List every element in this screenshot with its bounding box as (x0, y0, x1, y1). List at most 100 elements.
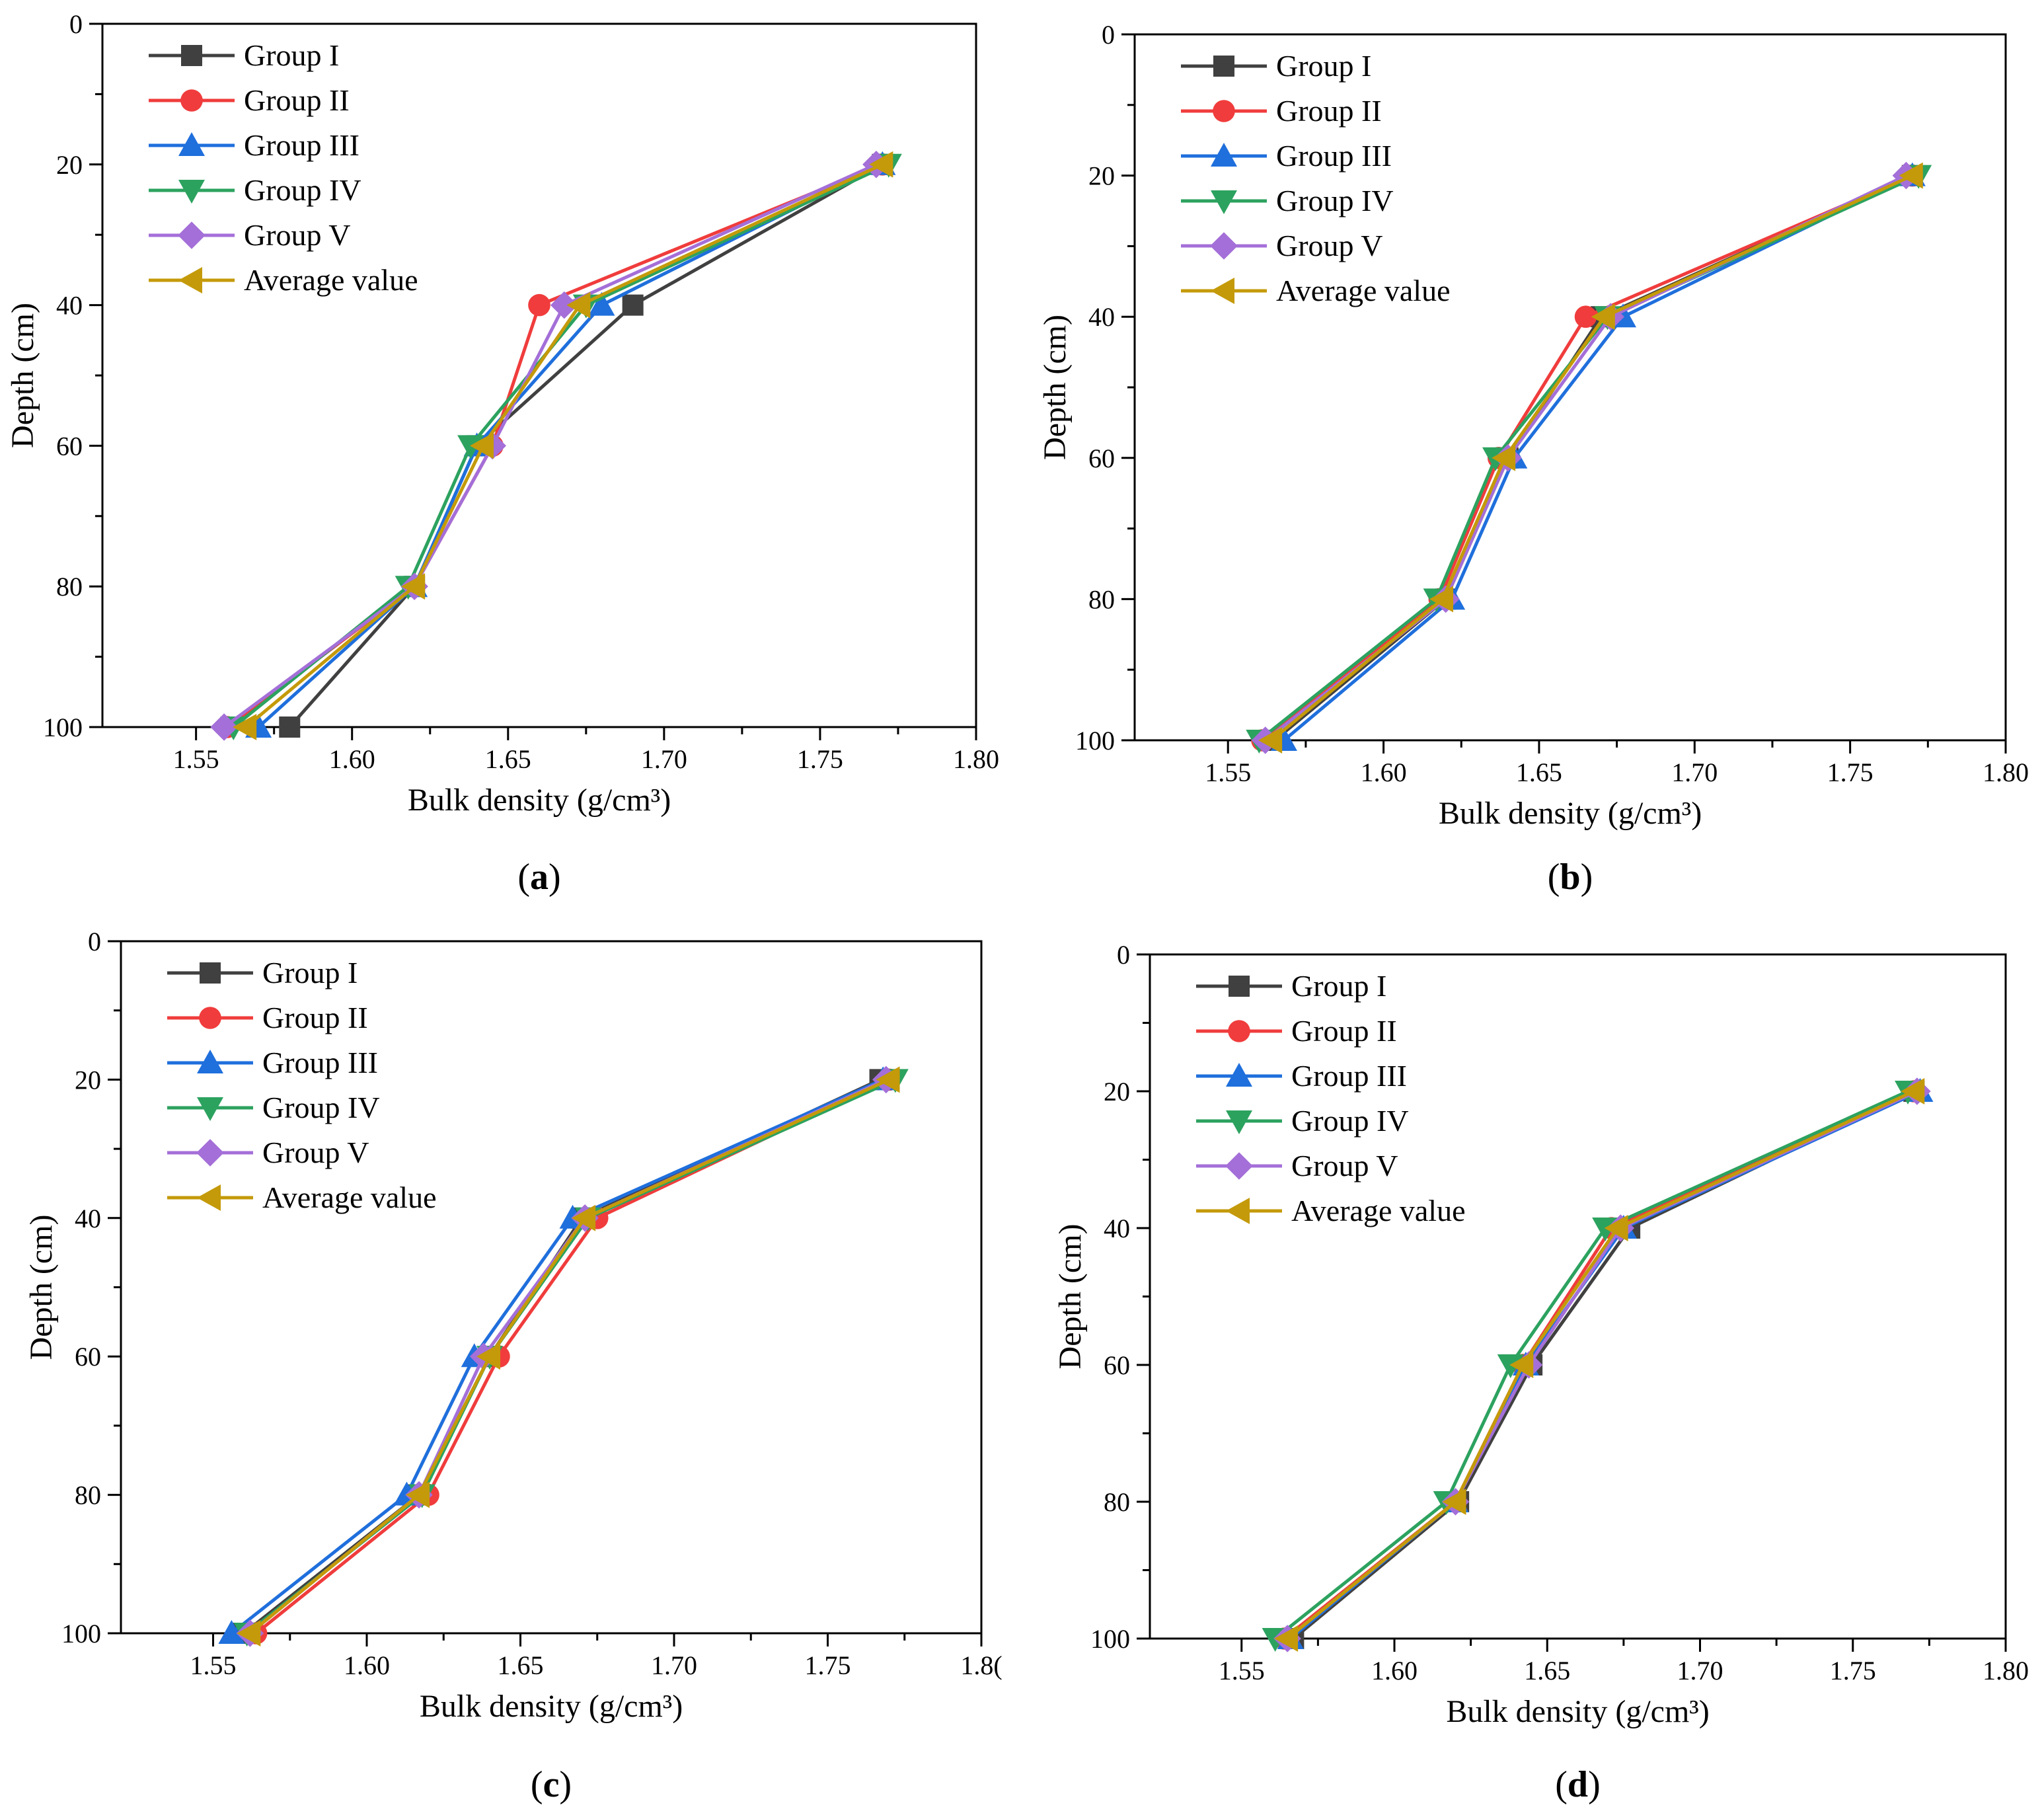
legend-marker-group-iii-c (197, 1050, 223, 1073)
legend-marker-group-i-d (1229, 976, 1250, 997)
data-point-average-value-b-60 (1492, 444, 1516, 471)
panel-letter-b: b (1560, 857, 1580, 898)
data-point-average-value-c-40 (572, 1204, 596, 1231)
data-point-group-ii-b-40 (1574, 305, 1597, 329)
x-tick-label-c-5: 1.8( (960, 1650, 1002, 1680)
data-point-average-value-d-100 (1274, 1625, 1299, 1652)
panel-a: 1.55 1.60 1.65 1.70 1.75 1.80 0 20 40 60 80 100 Bulk… (5, 9, 999, 818)
legend-marker-group-v-c (196, 1139, 224, 1167)
legend-marker-average-value-b (1211, 278, 1234, 304)
x-tick-label-a-2: 1.65 (485, 744, 531, 774)
x-tick-label-c-2: 1.65 (498, 1650, 544, 1680)
data-point-average-value-a-80 (401, 573, 426, 600)
data-point-group-i-a-100 (279, 716, 301, 738)
series-average-value-d (1274, 1078, 1925, 1652)
y-tick-label-a-4: 80 (56, 572, 83, 601)
data-point-average-value-b-40 (1591, 303, 1615, 330)
legend-label-average-value-b: Average value (1276, 274, 1451, 307)
data-point-average-value-a-20 (869, 151, 893, 178)
legend-label-group-iii-d: Group III (1291, 1059, 1407, 1093)
y-tick-label-a-3: 60 (56, 431, 83, 461)
legend-label-group-iii-a: Group III (244, 128, 360, 162)
legend-label-group-iv-c: Group IV (262, 1091, 380, 1124)
y-tick-label-b-1: 20 (1088, 161, 1115, 191)
panel-c: 1.55 1.60 1.65 1.70 1.75 1.8(0 20 40 60 80 100 Bulk… (24, 927, 1003, 1724)
panel-label-c: (c) (531, 1764, 572, 1805)
y-tick-label-b-3: 60 (1088, 444, 1115, 473)
plot-frame-c (120, 940, 983, 1635)
legend-marker-group-iv-d (1226, 1110, 1252, 1134)
x-tick-label-b-4: 1.75 (1827, 757, 1874, 787)
legend-marker-group-iv-a (178, 180, 205, 204)
data-point-group-i-a-40 (622, 294, 644, 316)
y-tick-label-b-5: 100 (1075, 726, 1115, 755)
legend-marker-group-iii-b (1211, 143, 1237, 167)
data-point-group-iii-a-40 (588, 291, 615, 316)
data-point-average-value-d-80 (1442, 1489, 1466, 1515)
y-tick-label-c-3: 60 (75, 1342, 101, 1372)
panel-letter-d: d (1568, 1764, 1588, 1805)
data-point-average-value-c-100 (237, 1620, 261, 1646)
x-tick-label-a-1: 1.60 (329, 744, 375, 774)
x-tick-label-d-0: 1.55 (1219, 1656, 1265, 1685)
legend-label-group-ii-d: Group II (1291, 1014, 1397, 1048)
y-tick-label-d-4: 80 (1104, 1487, 1130, 1517)
legend-marker-group-i-c (200, 962, 221, 984)
legend-label-group-v-d: Group V (1291, 1149, 1398, 1182)
x-axis-title-d: Bulk density (g/cm³) (1446, 1694, 1709, 1729)
panel-label-d: (d) (1555, 1764, 1600, 1805)
legend-label-group-ii-a: Group II (244, 83, 350, 117)
y-tick-label-a-5: 100 (43, 713, 83, 742)
legend-marker-group-iii-a (178, 132, 205, 156)
legend-marker-group-v-d (1225, 1152, 1253, 1180)
y-tick-label-b-2: 40 (1088, 302, 1115, 332)
data-point-average-value-d-40 (1604, 1215, 1628, 1241)
x-tick-label-d-4: 1.75 (1830, 1656, 1876, 1685)
y-tick-label-c-5: 100 (61, 1619, 101, 1648)
legend-label-group-v-a: Group V (244, 218, 350, 252)
legend-b: Group I Group II Group III Group IV Group V A… (1181, 49, 1451, 307)
series-group-i-a (279, 153, 893, 738)
legend-d: Group I Group II Group III Group IV Group V A… (1196, 969, 1466, 1227)
data-point-group-iv-d-60 (1497, 1354, 1524, 1378)
legend-marker-group-v-b (1210, 232, 1238, 260)
panel-letter-a: a (530, 857, 549, 898)
legend-label-group-iii-c: Group III (262, 1046, 378, 1079)
legend-label-group-v-b: Group V (1276, 229, 1382, 262)
x-tick-label-a-5: 1.80 (953, 744, 999, 774)
x-axis-title-c: Bulk density (g/cm³) (420, 1689, 683, 1724)
legend-c: Group I Group II Group III Group IV Group V A… (167, 956, 437, 1214)
x-tick-label-d-2: 1.65 (1524, 1656, 1570, 1685)
data-point-group-ii-a-40 (528, 293, 550, 317)
series-average-value-a (233, 151, 893, 740)
data-point-average-value-b-100 (1258, 727, 1283, 754)
x-tick-label-c-4: 1.75 (805, 1650, 851, 1680)
x-tick-label-d-1: 1.60 (1371, 1656, 1418, 1685)
legend-marker-average-value-a (178, 267, 202, 293)
x-axis-title-b: Bulk density (g/cm³) (1439, 796, 1702, 831)
x-tick-label-c-1: 1.60 (344, 1650, 390, 1680)
series-average-value-c (237, 1066, 900, 1646)
legend-label-average-value-a: Average value (244, 263, 418, 297)
legend-label-group-i-d: Group I (1291, 969, 1386, 1003)
data-point-group-iv-a-60 (457, 435, 484, 459)
y-tick-label-d-0: 0 (1117, 940, 1130, 970)
data-point-average-value-a-40 (566, 291, 591, 319)
y-tick-label-a-2: 40 (56, 291, 83, 321)
data-point-average-value-b-80 (1429, 586, 1454, 613)
y-tick-label-c-4: 80 (75, 1481, 101, 1510)
legend-marker-group-ii-b (1213, 100, 1235, 122)
x-tick-label-a-0: 1.55 (173, 744, 219, 774)
x-axis-title-a: Bulk density (g/cm³) (408, 783, 671, 818)
legend-label-group-ii-c: Group II (262, 1001, 368, 1034)
legend-marker-average-value-d (1226, 1198, 1250, 1224)
x-tick-label-b-0: 1.55 (1205, 757, 1251, 787)
y-tick-label-c-0: 0 (88, 927, 101, 956)
legend-label-average-value-c: Average value (262, 1180, 437, 1214)
legend-marker-average-value-c (197, 1184, 221, 1211)
legend-marker-group-iv-c (197, 1097, 223, 1121)
data-point-average-value-a-60 (470, 432, 494, 459)
legend-label-group-iii-b: Group III (1276, 139, 1392, 173)
x-tick-label-b-2: 1.65 (1516, 757, 1562, 787)
